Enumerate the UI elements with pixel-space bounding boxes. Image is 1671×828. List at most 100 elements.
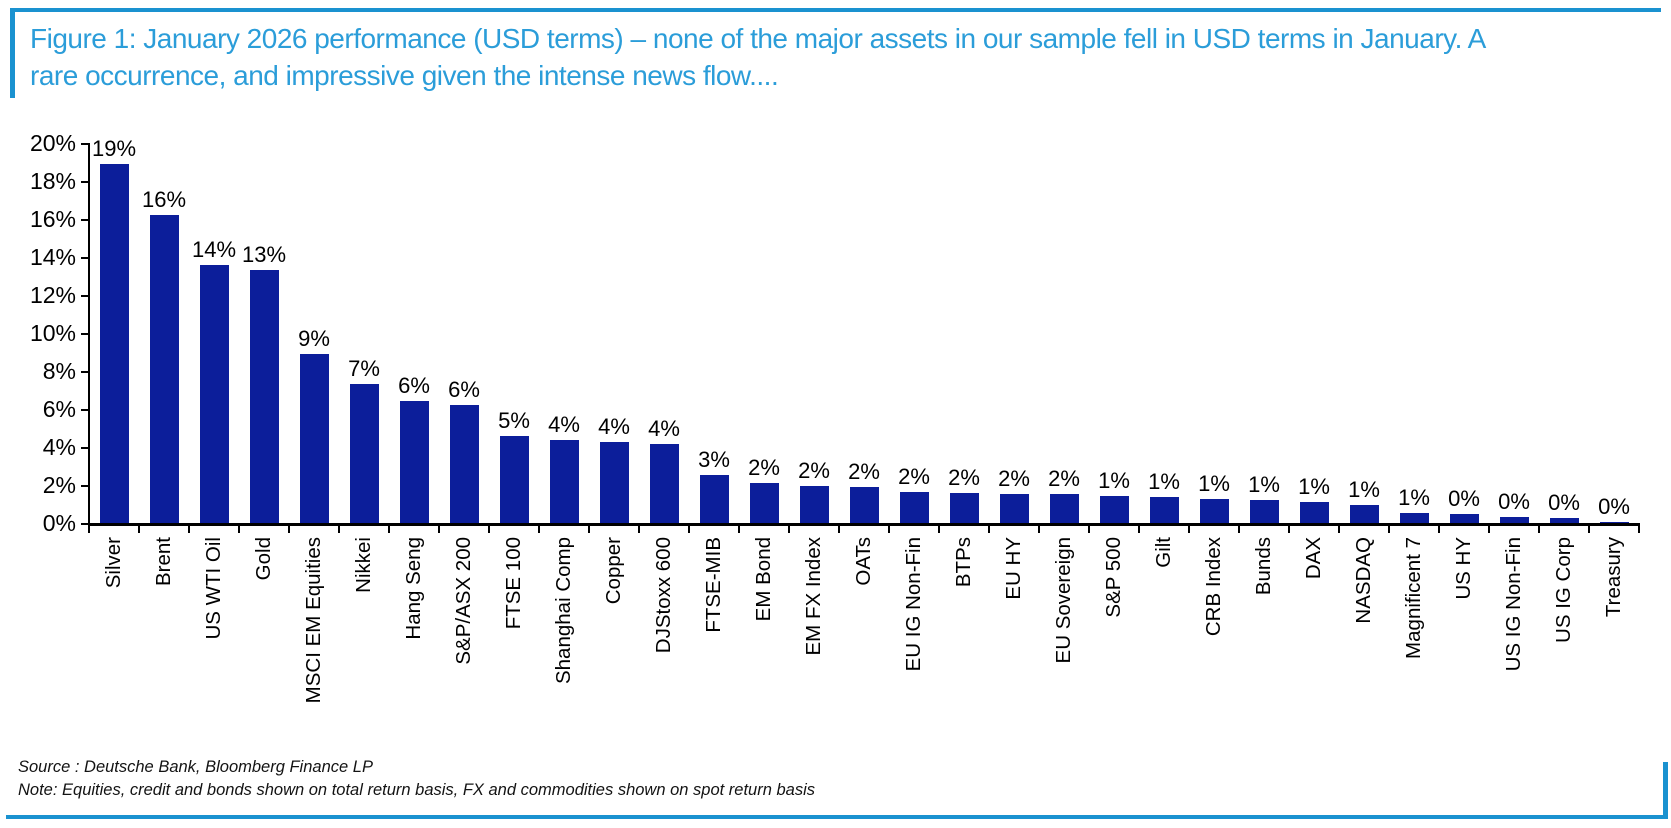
bar-value-label: 7% bbox=[348, 356, 380, 381]
bar bbox=[649, 444, 679, 523]
x-axis-tick bbox=[838, 523, 840, 533]
y-axis-tick-label: 4% bbox=[42, 434, 76, 460]
bar bbox=[1449, 514, 1479, 523]
x-axis-category-label: MSCI EM Equities bbox=[302, 537, 325, 704]
bar bbox=[599, 442, 629, 523]
bar-value-label: 2% bbox=[1048, 466, 1080, 491]
x-axis-tick bbox=[688, 523, 690, 533]
x-axis-category-label: S&P/ASX 200 bbox=[452, 537, 475, 665]
x-axis-tick bbox=[538, 523, 540, 533]
x-axis-tick bbox=[88, 523, 90, 533]
x-axis-category-label: OATs bbox=[852, 537, 875, 586]
bar bbox=[1499, 517, 1529, 523]
bar-value-label: 2% bbox=[748, 455, 780, 480]
bar-value-label: 14% bbox=[191, 237, 237, 262]
bar bbox=[299, 354, 329, 523]
bar-value-label: 2% bbox=[798, 458, 830, 483]
x-axis-tick bbox=[1288, 523, 1290, 533]
x-axis-tick bbox=[1188, 523, 1190, 533]
bar bbox=[949, 493, 979, 523]
bar bbox=[1099, 496, 1129, 523]
x-axis-category-label: EU HY bbox=[1002, 537, 1025, 600]
y-axis-tick-label: 10% bbox=[29, 320, 76, 346]
bar-value-label: 2% bbox=[848, 459, 880, 484]
x-axis-tick bbox=[338, 523, 340, 533]
x-axis-category-label: DJStoxx 600 bbox=[652, 537, 675, 654]
x-axis-tick bbox=[1238, 523, 1240, 533]
bar bbox=[1349, 505, 1379, 523]
x-axis-category-label: DAX bbox=[1302, 537, 1325, 580]
x-axis-tick bbox=[1388, 523, 1390, 533]
bar-value-label: 0% bbox=[1448, 486, 1480, 511]
bar bbox=[1549, 518, 1579, 523]
bar bbox=[199, 265, 229, 523]
x-axis-category-label: FTSE 100 bbox=[502, 537, 525, 630]
bar-value-label: 6% bbox=[398, 373, 430, 398]
x-axis-tick bbox=[888, 523, 890, 533]
x-axis-category-label: EM Bond bbox=[752, 537, 775, 622]
y-axis-tick-label: 2% bbox=[42, 472, 76, 498]
y-axis-tick bbox=[81, 333, 89, 335]
bar bbox=[799, 486, 829, 523]
x-axis-tick bbox=[588, 523, 590, 533]
x-axis-tick bbox=[1438, 523, 1440, 533]
bar bbox=[999, 494, 1029, 523]
bar bbox=[1299, 502, 1329, 523]
x-axis-category-label: US IG Corp bbox=[1552, 537, 1575, 643]
bar-value-label: 1% bbox=[1098, 468, 1130, 493]
y-axis-tick bbox=[81, 409, 89, 411]
x-axis-category-label: EU Sovereign bbox=[1052, 537, 1075, 664]
bar-value-label: 13% bbox=[241, 242, 287, 267]
x-axis-tick bbox=[238, 523, 240, 533]
x-axis-category-label: Hang Seng bbox=[402, 537, 425, 640]
y-axis-tick-label: 0% bbox=[42, 510, 76, 536]
x-axis-line bbox=[88, 523, 1640, 526]
y-axis-tick bbox=[81, 371, 89, 373]
bar bbox=[699, 475, 729, 523]
x-axis-tick bbox=[1538, 523, 1540, 533]
x-axis-category-label: US HY bbox=[1452, 537, 1475, 600]
figure-bottom-right-rule bbox=[1663, 762, 1668, 819]
bar bbox=[1249, 500, 1279, 523]
bar bbox=[749, 483, 779, 523]
x-axis-category-label: Magnificent 7 bbox=[1402, 537, 1425, 659]
x-axis-tick bbox=[1588, 523, 1590, 533]
x-axis-tick bbox=[738, 523, 740, 533]
x-axis-tick bbox=[788, 523, 790, 533]
y-axis-tick bbox=[81, 295, 89, 297]
bar bbox=[99, 164, 129, 523]
bar bbox=[399, 401, 429, 523]
x-axis-tick bbox=[1138, 523, 1140, 533]
x-axis-tick bbox=[288, 523, 290, 533]
x-axis-category-label: Copper bbox=[602, 537, 625, 605]
y-axis-tick bbox=[81, 143, 89, 145]
x-axis-category-label: US IG Non-Fin bbox=[1502, 537, 1525, 672]
bar-value-label: 0% bbox=[1498, 489, 1530, 514]
bar-value-label: 2% bbox=[948, 465, 980, 490]
bar bbox=[1149, 497, 1179, 523]
x-axis-category-label: Gold bbox=[252, 537, 275, 581]
bar-value-label: 6% bbox=[448, 377, 480, 402]
bar bbox=[1049, 494, 1079, 523]
x-axis-tick bbox=[1638, 523, 1640, 533]
y-axis-tick bbox=[81, 523, 89, 525]
x-axis-category-label: EM FX Index bbox=[802, 537, 825, 656]
x-axis-tick bbox=[188, 523, 190, 533]
x-axis-tick bbox=[638, 523, 640, 533]
bar-value-label: 1% bbox=[1298, 474, 1330, 499]
y-axis-tick bbox=[81, 181, 89, 183]
bar-value-label: 0% bbox=[1548, 490, 1580, 515]
bar-value-label: 1% bbox=[1148, 469, 1180, 494]
figure-title: Figure 1: January 2026 performance (USD … bbox=[30, 23, 1486, 91]
x-axis-category-label: EU IG Non-Fin bbox=[902, 537, 925, 672]
y-axis-tick-label: 18% bbox=[29, 168, 76, 194]
bar bbox=[849, 487, 879, 523]
bar-value-label: 1% bbox=[1198, 471, 1230, 496]
bar bbox=[499, 436, 529, 523]
bar bbox=[1199, 499, 1229, 523]
x-axis-category-label: US WTI Oil bbox=[202, 537, 225, 640]
x-axis-category-label: Gilt bbox=[1152, 537, 1175, 568]
x-axis-category-label: BTPs bbox=[952, 537, 975, 588]
bar-value-label: 1% bbox=[1348, 477, 1380, 502]
